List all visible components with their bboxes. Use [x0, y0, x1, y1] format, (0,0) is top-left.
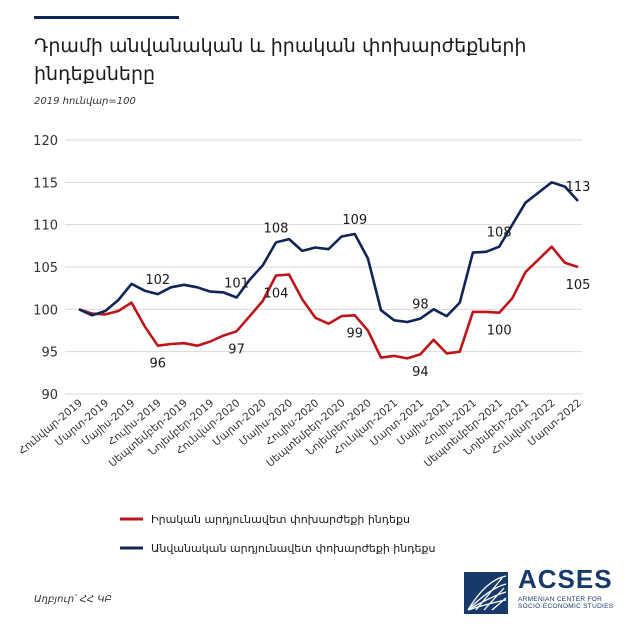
data-label: 102 [145, 273, 170, 288]
data-label: 108 [264, 221, 289, 236]
y-tick-label: 120 [33, 134, 58, 149]
data-label: 104 [264, 286, 289, 301]
header-accent-bar [34, 16, 179, 19]
data-label: 113 [566, 180, 591, 195]
y-tick-label: 90 [41, 388, 58, 403]
data-label: 98 [412, 298, 429, 313]
grid [65, 139, 582, 395]
legend: Իրական արդյունավետ փոխարժեքի ինդեքս Անվա… [120, 513, 436, 555]
logo-subtitle-line2: SOCIO-ECONOMIC STUDIES [518, 603, 614, 610]
logo-emblem-icon [464, 572, 508, 614]
data-label: 97 [228, 342, 245, 357]
y-axis: 90 95 100 105 110 115 120 [33, 134, 58, 403]
data-label: 105 [566, 278, 591, 293]
data-label: 101 [224, 276, 249, 291]
series-group [78, 181, 579, 360]
data-label: 94 [412, 365, 429, 380]
y-tick-label: 95 [41, 346, 58, 361]
x-axis: Հունվար-2019Մարտ-2019Մայիս-2019Հուլիս-20… [16, 397, 584, 470]
data-label: 96 [150, 357, 167, 372]
legend-label-real: Իրական արդյունավետ փոխարժեքի ինդեքս [151, 513, 410, 526]
y-tick-label: 105 [33, 261, 58, 276]
y-tick-label: 110 [33, 219, 58, 234]
acses-logo: ACSES ARMENIAN CENTER FOR SOCIO-ECONOMIC… [462, 564, 613, 616]
data-label: 100 [487, 324, 512, 339]
legend-label-nominal: Անվանական արդյունավետ փոխարժեքի ինդեքս [151, 542, 436, 555]
logo-subtitle: ARMENIAN CENTER FOR SOCIO-ECONOMIC STUDI… [518, 596, 618, 610]
source-note: Աղբյուր՝ ՀՀ ԿԲ [34, 594, 112, 605]
logo-wordmark: ACSES [518, 564, 613, 594]
data-label: 108 [487, 226, 512, 241]
logo-subtitle-line1: ARMENIAN CENTER FOR [518, 596, 603, 603]
y-tick-label: 100 [33, 303, 58, 318]
chart-title-line2: ինդեքսները [34, 63, 155, 85]
chart-subtitle: 2019 հունվար=100 [34, 96, 136, 107]
y-tick-label: 115 [33, 176, 58, 191]
data-labels: 96 97 104 99 94 100 105 102 101 108 109 98 108 113 [145, 180, 590, 380]
data-label: 99 [346, 326, 363, 341]
data-label: 109 [342, 213, 367, 228]
series-nominal-line [78, 181, 579, 324]
series-real-line [78, 245, 579, 360]
chart-title-line1: Դրամի անվանական և իրական փոխարժեքների [34, 35, 526, 57]
